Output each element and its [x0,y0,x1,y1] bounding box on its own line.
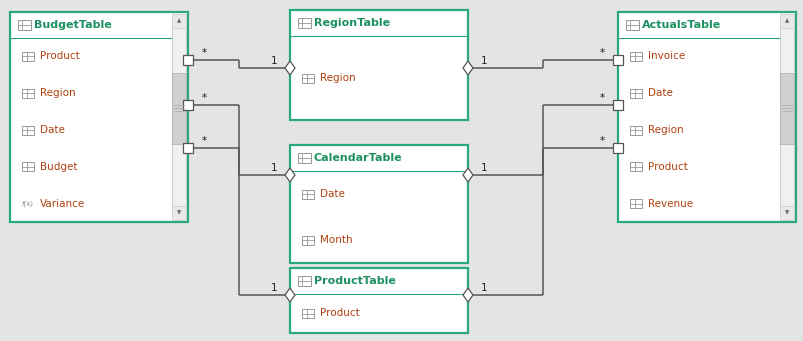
Bar [302,236,314,244]
Text: Month: Month [320,235,353,245]
Bar [612,100,622,110]
Text: Product: Product [320,309,359,318]
Text: *: * [599,48,604,58]
Bar [290,145,467,263]
Text: ▼: ▼ [784,210,788,216]
Bar [630,89,642,98]
Text: Date: Date [647,88,672,98]
Bar [172,73,185,144]
Bar [618,12,795,222]
Bar [302,309,314,318]
Text: Product: Product [40,51,79,61]
Bar [630,162,642,171]
Bar [290,268,467,333]
Text: Date: Date [320,189,344,199]
Text: Region: Region [320,73,355,83]
Text: 1: 1 [271,163,277,173]
Text: Date: Date [40,125,65,135]
Bar [22,89,34,98]
Polygon shape [284,288,295,302]
Bar [18,20,31,30]
Text: 1: 1 [271,283,277,293]
Bar [625,20,638,30]
Bar [297,18,310,28]
Text: f(x): f(x) [22,201,34,207]
Text: 1: 1 [480,283,487,293]
Text: Budget: Budget [40,162,77,172]
Polygon shape [463,168,472,182]
Text: RegionTable: RegionTable [314,18,389,28]
Text: Region: Region [40,88,75,98]
Text: 1: 1 [480,163,487,173]
Bar [302,190,314,198]
Bar [630,52,642,61]
Bar [183,100,193,110]
Bar [779,73,793,144]
Text: ActualsTable: ActualsTable [642,20,720,30]
Text: Variance: Variance [40,198,85,209]
Bar [290,10,467,120]
Text: BudgetTable: BudgetTable [34,20,112,30]
Text: ProductTable: ProductTable [314,276,395,286]
Bar [630,199,642,208]
Bar [183,55,193,65]
Text: 1: 1 [271,56,277,66]
Bar [297,276,310,286]
Bar [612,143,622,153]
Bar [172,206,185,220]
Text: CalendarTable: CalendarTable [314,153,402,163]
Polygon shape [284,168,295,182]
Text: Region: Region [647,125,683,135]
Bar [22,162,34,171]
Bar [172,14,185,220]
Polygon shape [463,61,472,75]
Text: Revenue: Revenue [647,198,692,209]
Text: *: * [599,136,604,146]
Bar [172,14,185,28]
Polygon shape [284,61,295,75]
Text: ▲: ▲ [177,18,181,24]
Bar [612,55,622,65]
Text: Product: Product [647,162,687,172]
Bar [10,12,188,222]
Bar [297,153,310,163]
Bar [779,14,793,28]
Text: ▼: ▼ [177,210,181,216]
Text: Invoice: Invoice [647,51,684,61]
Text: ▲: ▲ [784,18,788,24]
Text: *: * [202,48,206,58]
Text: *: * [599,93,604,103]
Bar [302,74,314,83]
Bar [22,52,34,61]
Text: 1: 1 [480,56,487,66]
Bar [630,125,642,134]
Bar [183,143,193,153]
Bar [22,125,34,134]
Polygon shape [463,288,472,302]
Text: *: * [202,136,206,146]
Bar [779,14,793,220]
Bar [779,206,793,220]
Text: *: * [202,93,206,103]
